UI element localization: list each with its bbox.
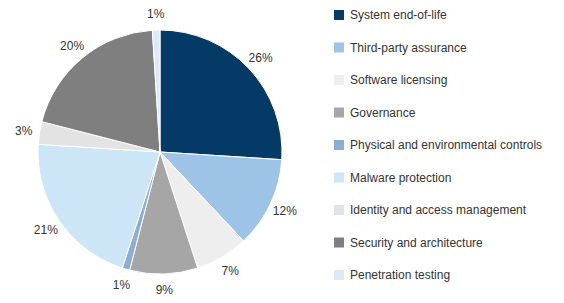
legend-label: Software licensing <box>350 73 447 87</box>
legend-label: Penetration testing <box>350 268 450 282</box>
data-label: 9% <box>156 283 174 297</box>
legend-label: Identity and access management <box>350 203 527 217</box>
data-label: 3% <box>15 124 33 138</box>
data-label: 7% <box>222 264 240 278</box>
data-labels: 26% 12% 7% 9% 1% 21% 3% 20% 1% <box>15 7 297 297</box>
data-label: 1% <box>147 7 165 21</box>
pie-slice <box>160 30 282 160</box>
legend-label: Governance <box>350 106 416 120</box>
legend-label: Third-party assurance <box>350 41 467 55</box>
data-label: 1% <box>113 278 131 292</box>
data-label: 12% <box>273 204 297 218</box>
legend-swatch <box>334 10 344 20</box>
data-label: 26% <box>249 51 273 65</box>
legend-swatch <box>334 108 344 118</box>
pie <box>38 30 282 274</box>
legend-label: Physical and environmental controls <box>350 138 542 152</box>
data-label: 20% <box>60 39 84 53</box>
pie-slice <box>152 30 160 152</box>
pie-slice <box>42 30 160 152</box>
pie-slice <box>38 144 160 268</box>
legend-label: Security and architecture <box>350 236 483 250</box>
legend-swatch <box>334 173 344 183</box>
legend-swatch <box>334 270 344 280</box>
legend-label: Malware protection <box>350 171 451 185</box>
legend-swatch <box>334 205 344 215</box>
legend: System end-of-life Third-party assurance S… <box>334 8 542 282</box>
legend-label: System end-of-life <box>350 8 447 22</box>
legend-swatch <box>334 43 344 53</box>
chart: 26% 12% 7% 9% 1% 21% 3% 20% 1% System end-of-life… <box>0 0 564 303</box>
legend-swatch <box>334 238 344 248</box>
legend-swatch <box>334 75 344 85</box>
data-label: 21% <box>34 223 58 237</box>
legend-swatch <box>334 140 344 150</box>
